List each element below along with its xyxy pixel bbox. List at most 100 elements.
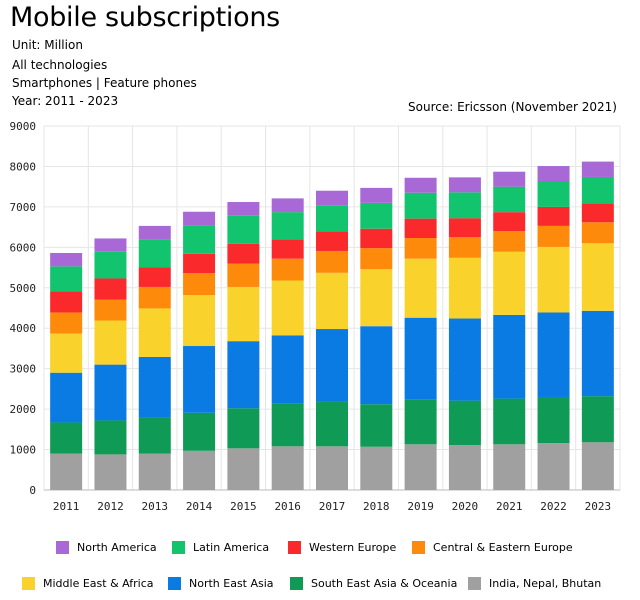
bar-segment bbox=[581, 310, 614, 397]
bar-segment bbox=[360, 404, 393, 447]
legend-swatch bbox=[290, 577, 303, 590]
legend-label: Central & Eastern Europe bbox=[433, 541, 573, 554]
bar-segment bbox=[227, 243, 260, 264]
bar-segment bbox=[493, 444, 526, 490]
bar-segment bbox=[493, 314, 526, 399]
bar-segment bbox=[493, 231, 526, 252]
bar-segment bbox=[316, 401, 348, 447]
x-tick-label: 2020 bbox=[452, 500, 479, 513]
y-tick-label: 7000 bbox=[10, 201, 37, 214]
x-tick-label: 2011 bbox=[53, 500, 80, 513]
bar-segment bbox=[227, 202, 260, 216]
legend-swatch bbox=[468, 577, 481, 590]
bar-segment bbox=[183, 225, 216, 254]
bar-segment bbox=[316, 231, 348, 251]
bar-segment bbox=[360, 248, 393, 270]
bar-segment bbox=[227, 263, 260, 287]
bar-segment bbox=[448, 192, 481, 219]
bar-segment bbox=[94, 299, 127, 321]
bar-segment bbox=[448, 400, 481, 446]
bar-segment bbox=[50, 372, 83, 423]
y-tick-label: 1000 bbox=[10, 444, 37, 457]
y-tick-label: 9000 bbox=[10, 120, 37, 133]
bar-segment bbox=[50, 333, 83, 373]
bar-segment bbox=[50, 266, 83, 292]
bar-segment bbox=[94, 420, 127, 455]
bar-segment bbox=[94, 238, 127, 252]
bar-segment bbox=[138, 453, 171, 490]
bar-segment bbox=[316, 329, 348, 402]
legend-item: North East Asia bbox=[168, 577, 274, 590]
bar-segment bbox=[50, 422, 83, 454]
bar-segment bbox=[537, 225, 570, 247]
bar-segment bbox=[537, 246, 570, 313]
bar-segment bbox=[183, 295, 216, 347]
year-range-label: Year: 2011 - 2023 bbox=[12, 94, 119, 108]
bar-segment bbox=[537, 206, 570, 226]
y-tick-label: 3000 bbox=[10, 363, 37, 376]
legend-label: North America bbox=[77, 541, 157, 554]
legend-label: Middle East & Africa bbox=[43, 577, 154, 590]
bar-segment bbox=[50, 291, 83, 313]
legend-item: South East Asia & Oceania bbox=[290, 577, 457, 590]
bar-segment bbox=[537, 312, 570, 397]
bar-segment bbox=[271, 239, 304, 259]
bar-segment bbox=[360, 228, 393, 249]
bar-segment bbox=[581, 222, 614, 244]
bar-segment bbox=[94, 251, 127, 279]
bar-segment bbox=[316, 190, 348, 206]
bar-segment bbox=[183, 273, 216, 296]
bar-segment bbox=[50, 312, 83, 334]
bar-segment bbox=[94, 278, 127, 300]
bar-segment bbox=[271, 258, 304, 281]
bar-segment bbox=[448, 218, 481, 238]
bar-segment bbox=[227, 408, 260, 449]
x-tick-label: 2021 bbox=[496, 500, 523, 513]
bar-segment bbox=[581, 396, 614, 443]
y-tick-label: 8000 bbox=[10, 160, 37, 173]
bar-segment bbox=[581, 176, 614, 204]
bar-segment bbox=[138, 417, 171, 454]
bar-segment bbox=[183, 211, 216, 226]
bar-segment bbox=[316, 272, 348, 330]
y-tick-label: 6000 bbox=[10, 241, 37, 254]
bar-segment bbox=[183, 412, 216, 451]
bar-segment bbox=[493, 251, 526, 315]
x-tick-label: 2014 bbox=[186, 500, 213, 513]
bar-segment bbox=[404, 444, 437, 490]
x-tick-label: 2017 bbox=[319, 500, 346, 513]
legend-item: Middle East & Africa bbox=[22, 577, 154, 590]
bar-segment bbox=[360, 202, 393, 229]
legend-swatch bbox=[412, 541, 425, 554]
bar-segment bbox=[271, 212, 304, 240]
legend-swatch bbox=[168, 577, 181, 590]
bar-segment bbox=[404, 218, 437, 239]
bar-segment bbox=[537, 166, 570, 182]
device-label: Smartphones | Feature phones bbox=[12, 76, 197, 90]
bar-segment bbox=[493, 212, 526, 232]
legend-swatch bbox=[172, 541, 185, 554]
bar-segment bbox=[138, 225, 171, 240]
bar-segment bbox=[271, 280, 304, 336]
x-tick-label: 2016 bbox=[274, 500, 301, 513]
bar-segment bbox=[50, 252, 83, 267]
bar-segment bbox=[271, 446, 304, 490]
x-tick-label: 2013 bbox=[142, 500, 169, 513]
bar-segment bbox=[360, 326, 393, 405]
bar-segment bbox=[404, 192, 437, 219]
legend-item: Latin America bbox=[172, 541, 269, 554]
bar-segment bbox=[316, 446, 348, 490]
y-tick-label: 4000 bbox=[10, 322, 37, 335]
bar-segment bbox=[271, 403, 304, 447]
bar-segment bbox=[448, 257, 481, 319]
bar-segment bbox=[94, 364, 127, 421]
x-tick-label: 2015 bbox=[230, 500, 257, 513]
bar-segment bbox=[404, 399, 437, 445]
bar-segment bbox=[581, 203, 614, 223]
bar-segment bbox=[448, 177, 481, 193]
legend-item: India, Nepal, Bhutan bbox=[468, 577, 601, 590]
x-tick-label: 2018 bbox=[363, 500, 390, 513]
technology-label: All technologies bbox=[12, 58, 108, 72]
bar-segment bbox=[271, 335, 304, 404]
